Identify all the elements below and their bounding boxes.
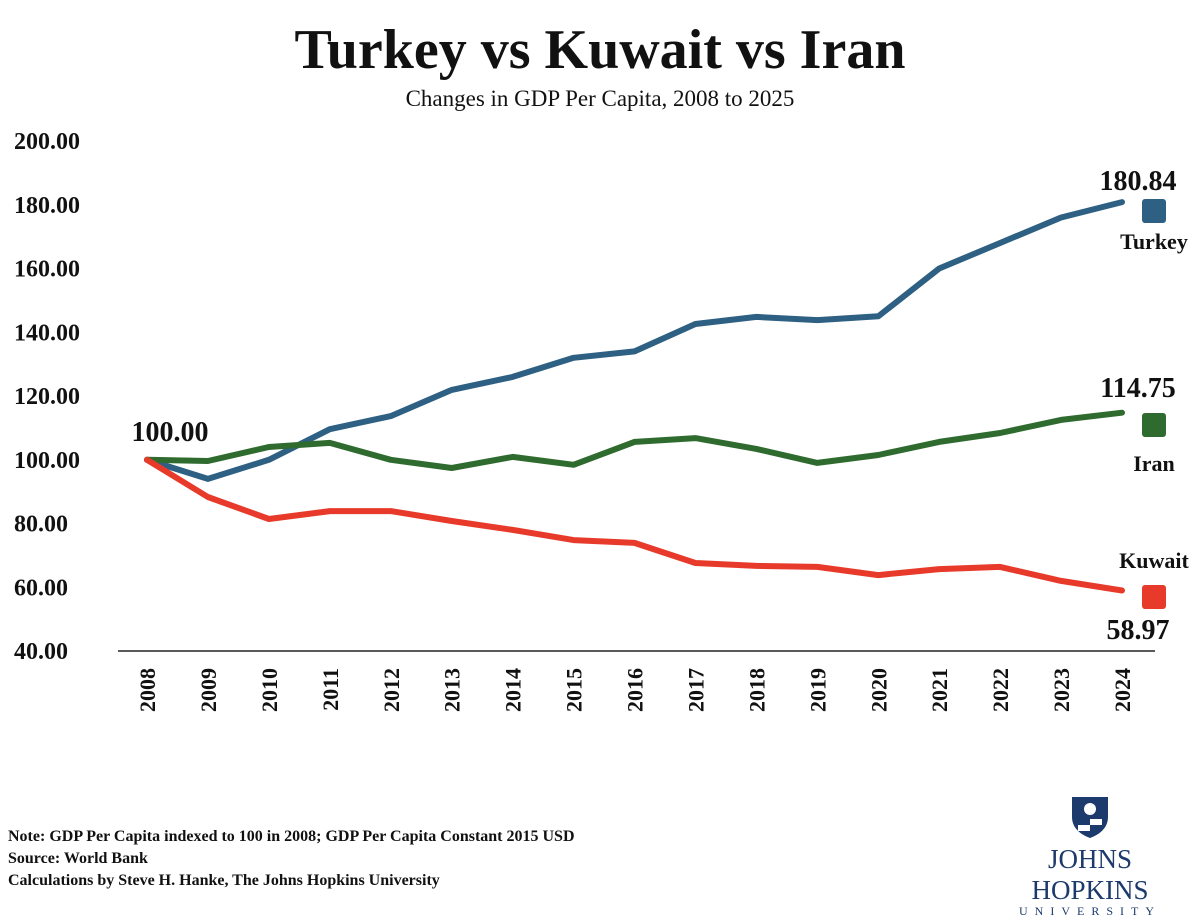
y-tick-label: 160.00 — [14, 257, 80, 283]
y-tick-label: 100.00 — [14, 448, 80, 474]
x-tick-label: 2009 — [196, 668, 221, 712]
kuwait-legend-label: Kuwait — [1119, 548, 1189, 573]
credit-text: Calculations by Steve H. Hanke, The John… — [8, 872, 440, 890]
x-tick-label: 2014 — [501, 668, 526, 712]
y-tick-label: 40.00 — [14, 639, 68, 665]
kuwait-line — [147, 460, 1122, 591]
x-tick-label: 2016 — [623, 668, 648, 712]
line-chart: 40.00 60.00 80.00 100.00 120.00 140.00 160.00 1… — [0, 0, 1200, 897]
iran-end-value-label: 114.75 — [1100, 373, 1175, 404]
y-tick-label: 60.00 — [14, 575, 68, 601]
y-tick-label: 120.00 — [14, 384, 80, 410]
kuwait-end-value-label: 58.97 — [1107, 615, 1170, 646]
y-tick-label: 180.00 — [14, 193, 80, 219]
x-tick-label: 2022 — [988, 668, 1013, 712]
iran-legend-marker — [1142, 413, 1166, 437]
turkey-end-value-label: 180.84 — [1100, 166, 1177, 197]
x-tick-label: 2013 — [440, 668, 465, 712]
kuwait-legend-marker — [1142, 585, 1166, 609]
y-tick-label: 200.00 — [14, 129, 80, 155]
iran-legend-label: Iran — [1133, 451, 1175, 476]
x-tick-label: 2015 — [562, 668, 587, 712]
x-tick-label: 2019 — [805, 668, 830, 712]
y-tick-label: 80.00 — [14, 512, 68, 538]
x-tick-label: 2018 — [744, 668, 769, 712]
jhu-shield-icon — [1070, 795, 1110, 839]
turkey-legend-label: Turkey — [1120, 229, 1188, 254]
x-tick-label: 2011 — [318, 668, 343, 711]
x-tick-label: 2012 — [379, 668, 404, 712]
iran-line — [147, 413, 1122, 468]
start-value-label: 100.00 — [132, 417, 209, 448]
x-tick-label: 2021 — [927, 668, 952, 712]
jhu-logo-sub: UNIVERSITY — [990, 904, 1190, 919]
source-text: Source: World Bank — [8, 850, 148, 868]
jhu-logo: JOHNS HOPKINS UNIVERSITY — [990, 795, 1190, 919]
x-tick-label: 2020 — [866, 668, 891, 712]
turkey-legend-marker — [1142, 199, 1166, 223]
x-tick-label: 2017 — [683, 668, 708, 712]
note-text: Note: GDP Per Capita indexed to 100 in 2… — [8, 828, 575, 846]
x-tick-label: 2023 — [1049, 668, 1074, 712]
x-tick-label: 2008 — [135, 668, 160, 712]
x-tick-label: 2024 — [1110, 668, 1135, 712]
y-tick-label: 140.00 — [14, 320, 80, 346]
x-tick-label: 2010 — [257, 668, 282, 712]
